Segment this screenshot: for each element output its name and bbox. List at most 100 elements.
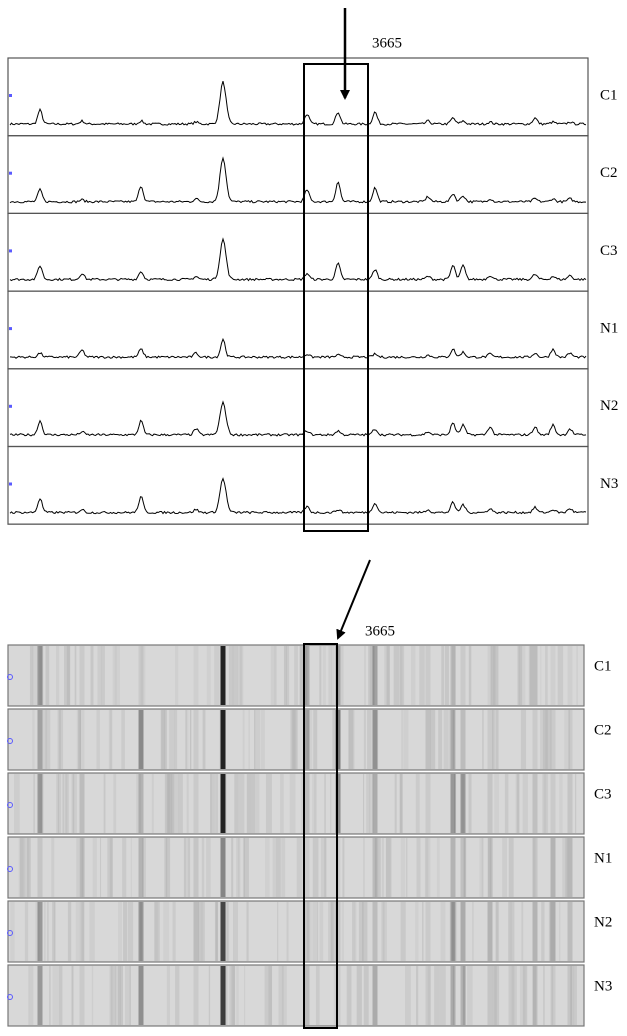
gel-band bbox=[532, 838, 538, 897]
gel-band bbox=[460, 710, 466, 769]
gel-texture bbox=[160, 710, 166, 769]
gel-texture bbox=[117, 966, 123, 1025]
gel-texture bbox=[277, 902, 279, 961]
gel-texture bbox=[454, 774, 457, 833]
gel-band bbox=[550, 966, 556, 1025]
lane-label: C3 bbox=[600, 243, 618, 259]
gel-texture bbox=[399, 774, 403, 833]
gel-band bbox=[304, 710, 310, 769]
gel-band bbox=[372, 774, 378, 833]
gel-lane bbox=[7, 836, 585, 899]
gel-band bbox=[220, 966, 226, 1025]
gel-texture bbox=[399, 646, 405, 705]
gel-texture bbox=[237, 646, 242, 705]
gel-texture bbox=[214, 646, 220, 705]
gel-texture bbox=[522, 966, 528, 1025]
gel-texture bbox=[214, 902, 218, 961]
gel-texture bbox=[175, 966, 180, 1025]
gel-texture bbox=[328, 646, 333, 705]
gel-texture bbox=[67, 902, 72, 961]
gel-texture bbox=[422, 902, 424, 961]
gel-texture bbox=[77, 710, 81, 769]
gel-texture bbox=[114, 646, 121, 705]
gel-band bbox=[487, 902, 493, 961]
highlight-box bbox=[303, 63, 369, 532]
gel-texture bbox=[382, 902, 387, 961]
marker-label: 3665 bbox=[372, 35, 402, 51]
gel-texture bbox=[444, 646, 449, 705]
gel-texture bbox=[232, 966, 235, 1025]
gel-texture bbox=[427, 966, 432, 1025]
gel-band bbox=[567, 774, 573, 833]
gel-texture bbox=[276, 838, 281, 897]
gel-texture bbox=[239, 646, 244, 705]
gel-texture bbox=[514, 966, 516, 1025]
lane-label: C2 bbox=[600, 165, 618, 181]
gel-texture bbox=[81, 838, 83, 897]
gel-texture bbox=[280, 774, 284, 833]
gel-texture bbox=[401, 710, 403, 769]
lane-marker bbox=[9, 171, 12, 175]
gel-texture bbox=[254, 710, 261, 769]
gel-texture bbox=[232, 646, 238, 705]
gel-texture bbox=[314, 774, 316, 833]
gel-texture bbox=[374, 838, 379, 897]
gel-texture bbox=[231, 838, 234, 897]
gel-texture bbox=[438, 710, 443, 769]
gel-texture bbox=[543, 774, 547, 833]
lane-marker bbox=[7, 930, 13, 936]
gel-texture bbox=[185, 710, 187, 769]
gel-band bbox=[567, 646, 573, 705]
gel-texture bbox=[463, 966, 466, 1025]
gel-texture bbox=[461, 774, 465, 833]
gel-texture bbox=[490, 646, 496, 705]
gel-texture bbox=[300, 774, 305, 833]
gel-texture bbox=[281, 838, 286, 897]
gel-texture bbox=[89, 902, 95, 961]
gel-texture bbox=[224, 902, 229, 961]
gel-texture bbox=[570, 966, 572, 1025]
gel-texture bbox=[374, 838, 381, 897]
gel-texture bbox=[468, 774, 472, 833]
gel-texture bbox=[248, 710, 250, 769]
gel-band bbox=[79, 966, 85, 1025]
gel-texture bbox=[440, 902, 446, 961]
gel-texture bbox=[315, 966, 320, 1025]
gel-band bbox=[138, 710, 144, 769]
gel-texture bbox=[349, 710, 355, 769]
gel-texture bbox=[448, 710, 455, 769]
gel-texture bbox=[202, 710, 206, 769]
gel-texture bbox=[341, 902, 345, 961]
gel-band bbox=[532, 710, 538, 769]
gel-texture bbox=[224, 966, 228, 1025]
gel-texture bbox=[372, 838, 377, 897]
gel-texture bbox=[363, 966, 369, 1025]
gel-texture bbox=[238, 774, 245, 833]
gel-texture bbox=[319, 646, 322, 705]
gel-band bbox=[450, 774, 456, 833]
gel-texture bbox=[115, 966, 121, 1025]
spectra-panel: C1 C2 C3 N1 N2 N3 bbox=[7, 57, 618, 525]
gel-texture bbox=[551, 966, 554, 1025]
gel-texture bbox=[564, 710, 568, 769]
gel-texture bbox=[183, 838, 187, 897]
gel-texture bbox=[123, 902, 128, 961]
gel-band bbox=[425, 902, 431, 961]
gel-texture bbox=[109, 838, 113, 897]
gel-texture bbox=[548, 902, 551, 961]
gel-texture bbox=[299, 646, 304, 705]
gel-band bbox=[79, 710, 85, 769]
gel-texture bbox=[542, 710, 548, 769]
gel-texture bbox=[324, 838, 327, 897]
gel-lane bbox=[7, 708, 585, 771]
gel-texture bbox=[405, 966, 411, 1025]
gel-texture bbox=[367, 710, 372, 769]
gel-texture bbox=[75, 902, 80, 961]
gel-texture bbox=[63, 646, 70, 705]
gel-texture bbox=[559, 902, 561, 961]
gel-texture bbox=[45, 710, 51, 769]
gel-texture bbox=[419, 646, 425, 705]
gel-band bbox=[138, 902, 144, 961]
gel-texture bbox=[250, 774, 256, 833]
gel-texture bbox=[236, 838, 240, 897]
